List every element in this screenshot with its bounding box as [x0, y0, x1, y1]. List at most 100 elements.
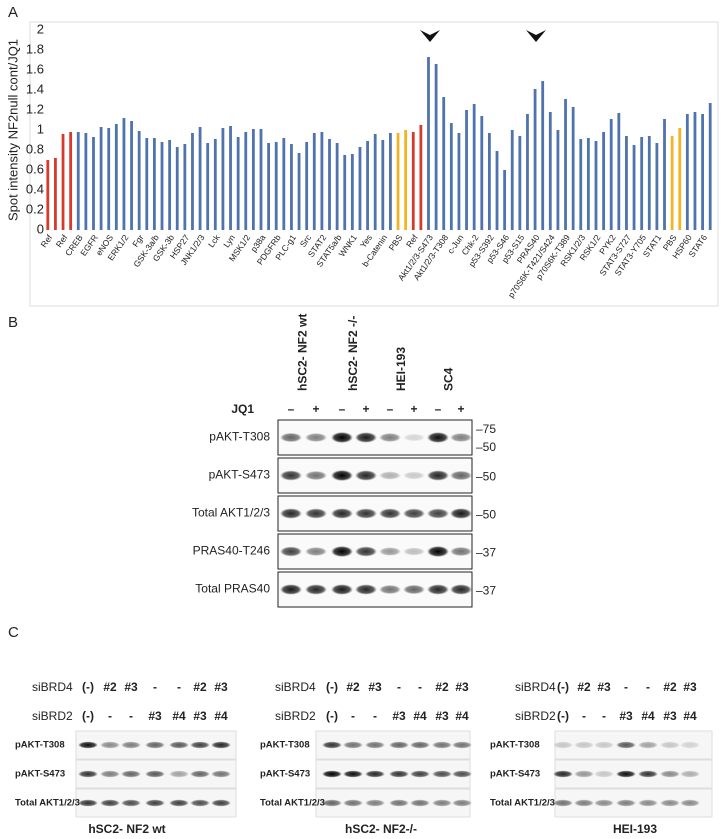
treatment-label: JQ1 — [231, 402, 254, 416]
bar — [526, 114, 529, 230]
band — [680, 799, 700, 807]
condition-value: (-) — [82, 709, 94, 723]
condition-value: #4 — [214, 709, 228, 723]
band — [594, 741, 614, 749]
row-label: pAKT-S473 — [260, 769, 310, 780]
band — [594, 770, 614, 778]
bar — [411, 132, 415, 230]
bar — [396, 133, 400, 230]
condition-value: - — [418, 680, 422, 694]
y-tick-label: 0.6 — [26, 161, 44, 176]
band — [343, 741, 363, 749]
band — [78, 741, 98, 749]
bar — [632, 145, 636, 230]
bar — [366, 141, 369, 230]
condition-value: #2 — [577, 680, 591, 694]
row-label: pAKT-T308 — [260, 740, 310, 751]
treatment-sign: – — [339, 402, 346, 416]
band — [211, 741, 231, 749]
bar — [708, 103, 712, 230]
band — [660, 799, 680, 807]
bar — [152, 138, 156, 230]
row-label: Total AKT1/2/3 — [15, 798, 80, 809]
condition-value: - — [373, 709, 377, 723]
condition-value: #3 — [597, 680, 611, 694]
band — [427, 508, 449, 519]
bar — [449, 123, 453, 230]
band — [450, 433, 472, 442]
lane-label: hSC2- NF2 -/- — [346, 316, 360, 391]
band — [403, 508, 425, 519]
treatment-sign: + — [312, 402, 319, 416]
bar — [617, 113, 621, 230]
row-label: Total AKT1/2/3 — [192, 506, 270, 520]
bar — [114, 124, 118, 230]
treatment-sign: – — [435, 402, 442, 416]
condition-value: #2 — [103, 680, 117, 694]
band — [211, 770, 231, 778]
bar — [305, 142, 309, 230]
bar — [427, 57, 430, 230]
row-label: Total AKT1/2/3 — [490, 798, 555, 809]
band — [280, 470, 302, 481]
bar — [518, 136, 522, 230]
bar — [99, 127, 103, 230]
bar — [503, 170, 507, 230]
band — [450, 546, 472, 557]
condition-value: #4 — [172, 709, 186, 723]
bar — [282, 138, 286, 230]
band — [280, 584, 302, 595]
panel-label: A — [8, 4, 18, 21]
band — [145, 741, 165, 749]
bar — [625, 136, 628, 230]
condition-value: - — [582, 709, 586, 723]
bar — [541, 81, 545, 230]
band — [427, 470, 449, 481]
band — [379, 547, 401, 556]
band — [343, 770, 363, 778]
band — [331, 546, 353, 557]
bar — [685, 114, 689, 230]
blot-title: hSC2- NF2 wt — [88, 822, 165, 836]
bar — [404, 130, 408, 230]
treatment-sign: + — [410, 402, 417, 416]
bar — [130, 121, 133, 230]
condition-value: #4 — [641, 709, 655, 723]
condition-value: - — [108, 709, 112, 723]
bar — [472, 104, 476, 230]
y-tick-label: 1.6 — [26, 61, 44, 76]
band — [616, 799, 636, 807]
band — [389, 799, 409, 807]
band — [343, 799, 363, 807]
bar — [213, 139, 217, 230]
y-tick-label: 0.8 — [26, 141, 44, 156]
bar — [670, 136, 674, 230]
bar — [244, 132, 248, 230]
band — [145, 770, 165, 778]
band — [121, 799, 141, 807]
row-label: Total PRAS40 — [195, 582, 270, 596]
condition-value: - — [397, 680, 401, 694]
bar — [229, 126, 232, 230]
bar — [419, 125, 423, 230]
band — [660, 741, 680, 749]
band — [410, 799, 430, 807]
bar — [556, 130, 560, 230]
condition-value: #3 — [683, 680, 697, 694]
condition-value: #4 — [455, 709, 469, 723]
band — [280, 546, 302, 557]
band — [450, 508, 472, 519]
condition-value: #2 — [193, 680, 207, 694]
band — [322, 799, 342, 807]
band — [680, 770, 700, 778]
arrowhead — [526, 30, 546, 42]
bar — [480, 116, 484, 230]
condition-label: siBRD4 — [32, 680, 73, 694]
band — [403, 584, 425, 595]
row-label: pAKT-T308 — [15, 740, 65, 751]
treatment-sign: + — [457, 402, 464, 416]
lane-label: HEI-193 — [394, 347, 408, 391]
mw-marker: –37 — [476, 584, 496, 598]
band — [305, 470, 327, 481]
condition-value: #3 — [193, 709, 207, 723]
